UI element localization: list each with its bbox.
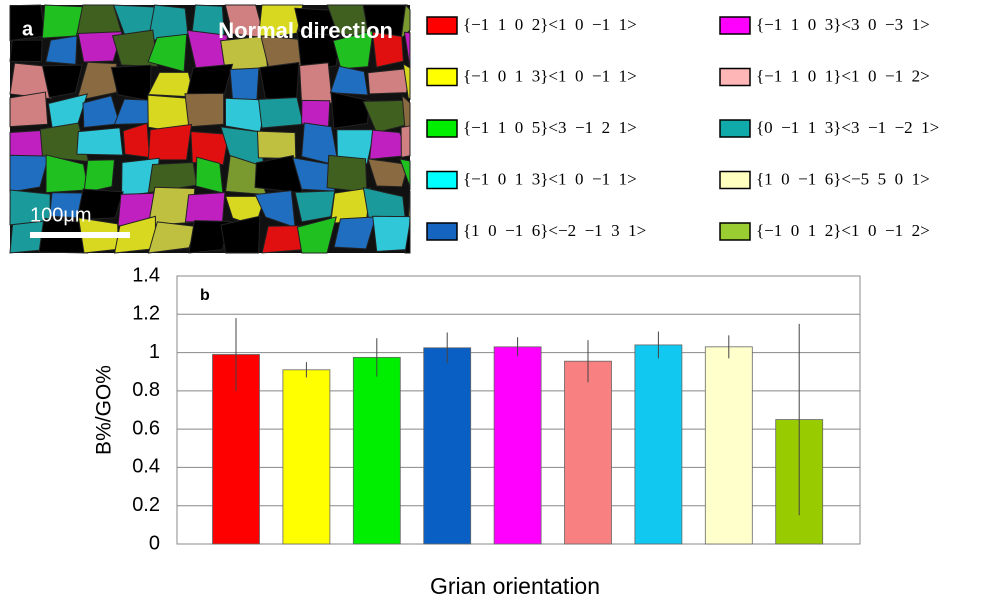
grain xyxy=(9,91,49,128)
bar xyxy=(493,346,542,545)
grain xyxy=(77,31,123,63)
y-tick-label: 1.2 xyxy=(132,303,160,325)
y-tick-label: 0.6 xyxy=(132,417,160,439)
legend-swatch xyxy=(719,119,751,138)
grain xyxy=(296,30,342,71)
bar xyxy=(352,356,401,545)
grain xyxy=(400,125,411,158)
legend-swatch xyxy=(426,170,458,190)
legend-label: {1 0 −1 6}<−5 5 0 1> xyxy=(756,169,930,188)
grain xyxy=(404,219,411,254)
grain xyxy=(9,39,43,62)
y-tick-label: 1.4 xyxy=(132,264,160,286)
bar xyxy=(423,347,472,545)
y-tick-label: 0.2 xyxy=(132,494,160,516)
bar xyxy=(704,346,753,545)
grain xyxy=(403,31,411,69)
grain xyxy=(258,97,304,129)
grain xyxy=(147,33,188,73)
y-tick-label: 0 xyxy=(149,532,160,554)
grain xyxy=(299,62,333,104)
grain xyxy=(333,216,377,250)
grain xyxy=(76,188,124,221)
grain xyxy=(261,225,304,254)
grain xyxy=(256,130,297,160)
scale-bar-label: 100μm xyxy=(30,204,92,226)
legend-label: {−1 1 0 3}<3 0 −3 1> xyxy=(756,15,930,34)
grain xyxy=(259,61,300,103)
grain xyxy=(76,127,124,156)
scale-bar xyxy=(30,232,130,238)
grain xyxy=(9,154,50,193)
y-tick-label: 0.4 xyxy=(132,456,160,478)
legend-swatch xyxy=(719,67,751,87)
y-axis-label: B%/GO% xyxy=(93,365,116,455)
y-tick-label: 1 xyxy=(149,341,160,363)
legend-label: {−1 0 1 3}<1 0 −1 1> xyxy=(463,169,637,188)
grain xyxy=(83,159,116,194)
grain xyxy=(332,29,374,70)
bar xyxy=(634,344,683,545)
grain xyxy=(76,61,118,102)
grain xyxy=(111,29,159,67)
micrograph xyxy=(9,3,411,254)
grain xyxy=(9,62,53,100)
legend-swatch xyxy=(719,170,751,190)
grain xyxy=(184,92,225,128)
grain xyxy=(220,215,261,254)
legend-label: {1 0 −1 6}<−2 −1 3 1> xyxy=(463,221,646,240)
grain xyxy=(147,221,198,254)
grain xyxy=(399,158,411,191)
grain xyxy=(294,190,336,223)
grain xyxy=(41,64,83,99)
grain xyxy=(367,67,411,95)
grain xyxy=(330,91,370,129)
legend-swatch xyxy=(719,16,751,35)
legend-swatch xyxy=(719,222,751,241)
grain xyxy=(372,215,411,252)
panel-label: b xyxy=(200,287,210,304)
bar xyxy=(282,369,331,545)
legend-label: {−1 1 0 1}<1 0 −1 2> xyxy=(756,66,930,85)
legend-label: {0 −1 1 3}<3 −1 −2 1> xyxy=(756,118,939,137)
grain xyxy=(296,216,337,254)
grain xyxy=(188,220,231,254)
panel-label: a xyxy=(22,18,34,40)
grain xyxy=(371,31,404,68)
grain xyxy=(45,35,78,65)
grain xyxy=(326,154,368,193)
grain xyxy=(400,3,411,40)
bar xyxy=(564,360,612,545)
legend-label: {−1 0 1 2}<1 0 −1 2> xyxy=(756,221,930,240)
x-axis-label: Grian orientation xyxy=(430,573,600,599)
grain xyxy=(367,158,409,188)
grain xyxy=(336,129,376,165)
legend-swatch xyxy=(426,67,458,87)
legend-swatch xyxy=(426,119,458,138)
grain xyxy=(402,62,411,100)
legend-swatch xyxy=(426,222,458,241)
legend-swatch xyxy=(426,16,458,35)
grain xyxy=(329,65,369,96)
legend-label: {−1 1 0 2}<1 0 −1 1> xyxy=(463,15,637,34)
caption: Normal direction xyxy=(218,18,393,43)
grain xyxy=(190,130,230,166)
legend-label: {−1 0 1 3}<1 0 −1 1> xyxy=(463,66,637,85)
legend-label: {−1 1 0 5}<3 −1 2 1> xyxy=(463,118,637,137)
grain xyxy=(147,186,196,226)
y-tick-label: 0.8 xyxy=(132,379,160,401)
grain xyxy=(147,123,193,161)
grain xyxy=(184,191,226,223)
grain xyxy=(229,67,260,102)
